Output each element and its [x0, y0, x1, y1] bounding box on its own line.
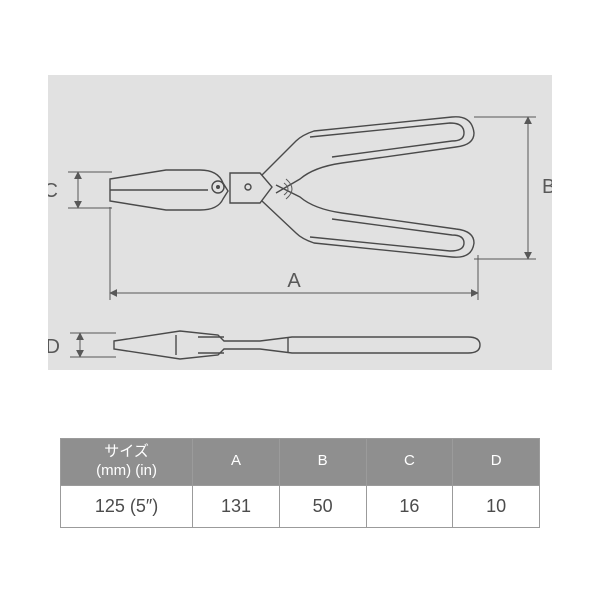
- cell-B: 50: [279, 485, 366, 527]
- cell-C: 16: [366, 485, 453, 527]
- size-label-line2: (mm) (in): [96, 462, 157, 479]
- dimension-C: C: [48, 172, 112, 208]
- size-label-line1: サイズ: [104, 443, 149, 460]
- dimension-D: D: [48, 333, 116, 358]
- table-header-C: C: [366, 439, 453, 486]
- side-view: [114, 331, 480, 359]
- page: A B C D: [0, 0, 600, 600]
- dimension-C-label: C: [48, 180, 58, 202]
- table-header-D: D: [453, 439, 540, 486]
- table-header-A: A: [193, 439, 280, 486]
- dimension-D-label: D: [48, 336, 60, 358]
- table-row: 125 (5″) 131 50 16 10: [61, 485, 540, 527]
- cell-size: 125 (5″): [61, 485, 193, 527]
- table-header-size: サイズ (mm) (in): [61, 439, 193, 486]
- table-header-row: サイズ (mm) (in) A B C D: [61, 439, 540, 486]
- dimension-diagram: A B C D: [48, 75, 552, 370]
- table-header-B: B: [279, 439, 366, 486]
- cell-A: 131: [193, 485, 280, 527]
- spec-table: サイズ (mm) (in) A B C D 125 (5″) 131 50 16…: [60, 438, 540, 528]
- dimension-B-label: B: [542, 176, 552, 198]
- cell-D: 10: [453, 485, 540, 527]
- dimension-B: B: [474, 117, 552, 259]
- dimension-A-label: A: [287, 270, 301, 292]
- dimension-diagram-panel: A B C D: [48, 75, 552, 370]
